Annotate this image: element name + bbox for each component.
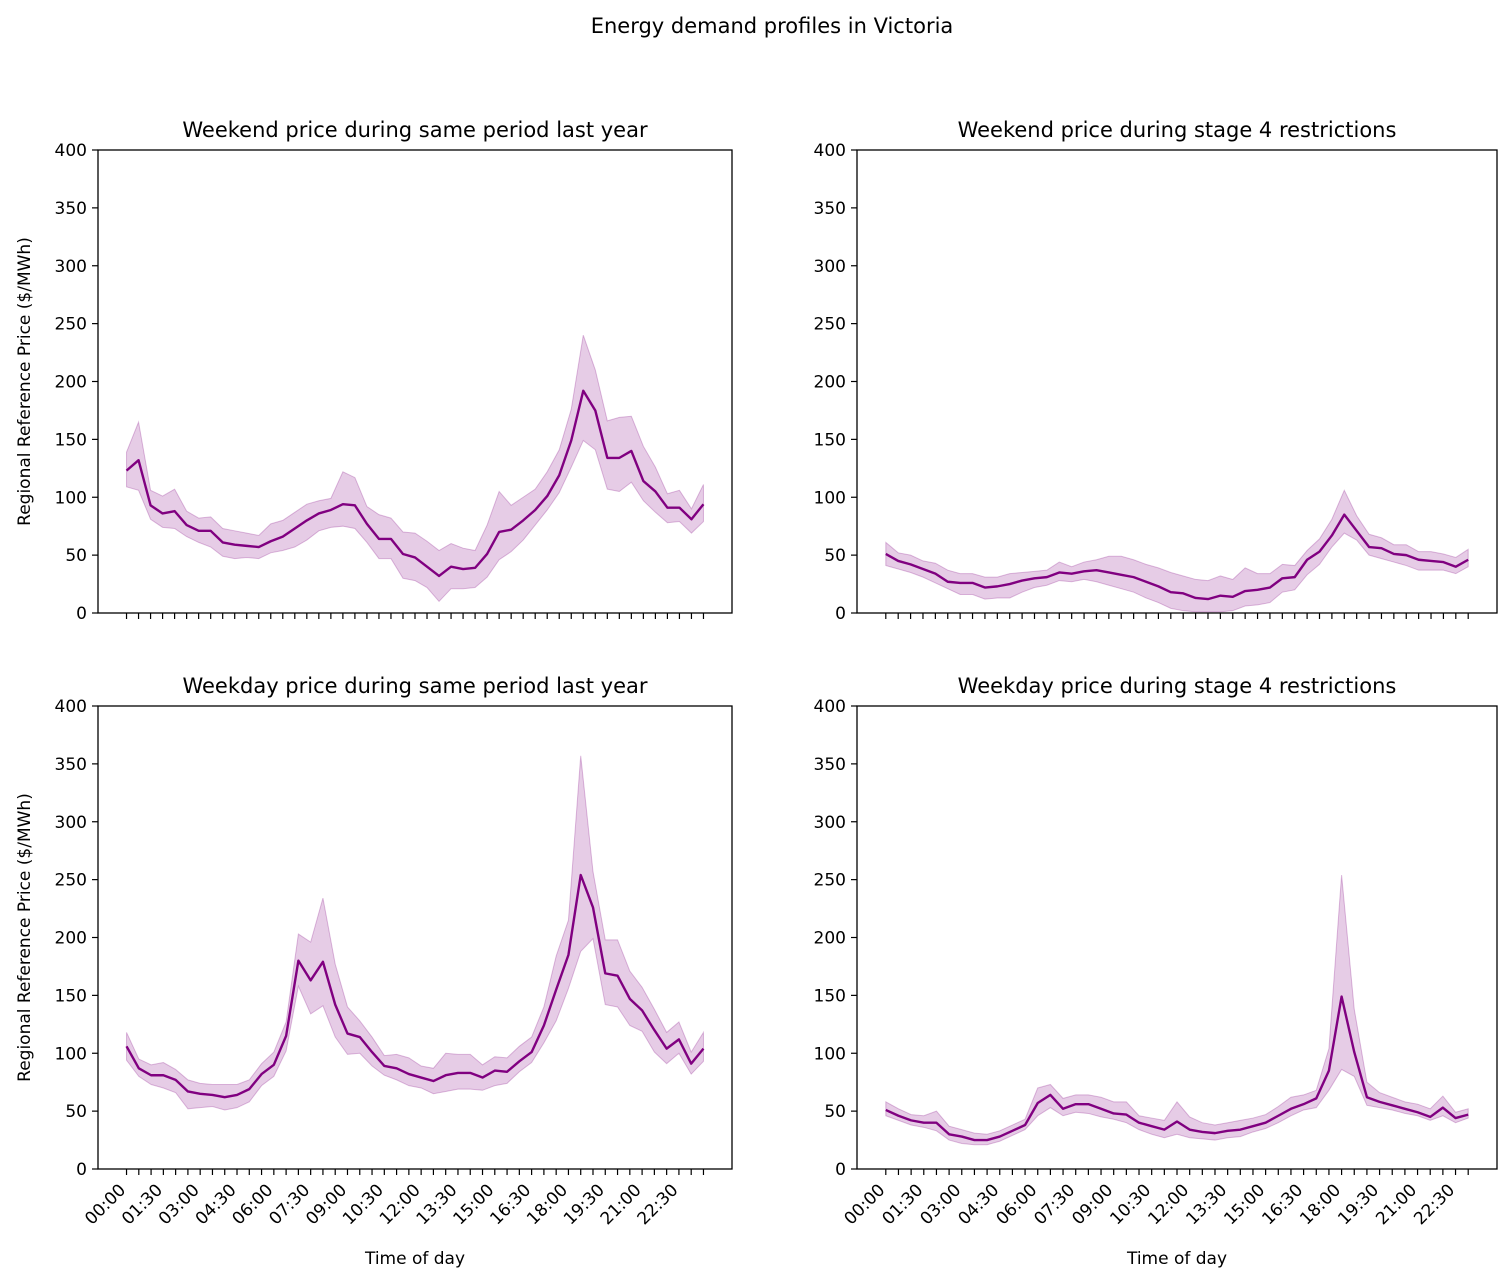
y-tick-label: 50 xyxy=(65,546,87,566)
y-tick-label: 50 xyxy=(65,1102,87,1122)
x-tick-label: 22:30 xyxy=(1410,1180,1459,1229)
y-tick-label: 250 xyxy=(55,871,87,891)
x-tick-label: 15:00 xyxy=(1220,1180,1269,1229)
y-tick-label: 350 xyxy=(814,199,846,219)
x-tick-label: 00:00 xyxy=(841,1180,890,1229)
chart-panel: 05010015020025030035040000:0001:3003:000… xyxy=(15,674,733,1269)
y-tick-label: 300 xyxy=(55,257,87,277)
panel-title: Weekend price during stage 4 restriction… xyxy=(958,118,1397,142)
y-tick-label: 100 xyxy=(55,488,87,508)
y-axis-label: Regional Reference Price ($/MWh) xyxy=(15,793,35,1082)
y-tick-label: 400 xyxy=(814,141,846,161)
x-tick-label: 07:30 xyxy=(1030,1180,1079,1229)
y-tick-label: 150 xyxy=(55,430,87,450)
confidence-band xyxy=(885,874,1469,1146)
y-tick-label: 100 xyxy=(55,1044,87,1064)
confidence-band xyxy=(885,489,1469,613)
x-tick-label: 22:30 xyxy=(634,1180,683,1229)
x-tick-label: 13:30 xyxy=(1182,1180,1231,1229)
x-tick-label: 10:30 xyxy=(339,1180,388,1229)
x-tick-label: 18:00 xyxy=(523,1180,572,1229)
y-tick-label: 0 xyxy=(835,1160,846,1180)
y-tick-label: 300 xyxy=(55,813,87,833)
y-tick-label: 0 xyxy=(76,1160,87,1180)
x-tick-label: 12:00 xyxy=(376,1180,425,1229)
x-tick-label: 16:30 xyxy=(1258,1180,1307,1229)
axes-frame xyxy=(856,149,1498,614)
y-tick-label: 400 xyxy=(814,697,846,717)
x-tick-label: 21:00 xyxy=(597,1180,646,1229)
figure-title: Energy demand profiles in Victoria xyxy=(591,14,954,38)
y-tick-label: 350 xyxy=(55,199,87,219)
x-tick-label: 12:00 xyxy=(1144,1180,1193,1229)
x-tick-label: 18:00 xyxy=(1296,1180,1345,1229)
panel-title: Weekday price during stage 4 restriction… xyxy=(958,674,1397,698)
y-tick-label: 50 xyxy=(824,1102,846,1122)
x-tick-label: 00:00 xyxy=(81,1180,130,1229)
x-tick-label: 04:30 xyxy=(192,1180,241,1229)
confidence-band xyxy=(126,755,704,1111)
chart-panel: 0 50 100 150 200 250 300 350 400 Weekend price du… xyxy=(814,118,1498,624)
x-tick-label: 03:00 xyxy=(155,1180,204,1229)
y-tick-label: 400 xyxy=(55,697,87,717)
x-tick-label: 19:30 xyxy=(1334,1180,1383,1229)
y-tick-label: 300 xyxy=(814,813,846,833)
x-tick-label: 06:00 xyxy=(992,1180,1041,1229)
x-tick-label: 15:00 xyxy=(450,1180,499,1229)
x-axis-label: Time of day xyxy=(1126,1249,1227,1269)
x-tick-label: 19:30 xyxy=(560,1180,609,1229)
panel-title: Weekday price during same period last ye… xyxy=(182,674,647,698)
x-tick-label: 10:30 xyxy=(1106,1180,1155,1229)
x-tick-label: 21:00 xyxy=(1372,1180,1421,1229)
mean-line xyxy=(125,873,705,1099)
y-tick-label: 100 xyxy=(814,1044,846,1064)
y-tick-label: 350 xyxy=(814,755,846,775)
x-tick-label: 06:00 xyxy=(229,1180,278,1229)
axes-frame xyxy=(856,705,1498,1170)
confidence-band xyxy=(126,335,704,603)
x-tick-label: 09:00 xyxy=(302,1180,351,1229)
y-tick-label: 200 xyxy=(55,929,87,949)
chart-panel: 05010015020025030035040000:0001:3003:000… xyxy=(814,674,1498,1269)
x-tick-label: 01:30 xyxy=(118,1180,167,1229)
y-tick-label: 250 xyxy=(814,871,846,891)
x-axis-label: Time of day xyxy=(364,1249,465,1269)
y-tick-label: 100 xyxy=(814,488,846,508)
x-tick-label: 03:00 xyxy=(917,1180,966,1229)
mean-line xyxy=(885,995,1469,1142)
y-axis-label: Regional Reference Price ($/MWh) xyxy=(15,237,35,526)
y-tick-label: 250 xyxy=(814,315,846,335)
y-tick-label: 250 xyxy=(55,315,87,335)
y-tick-label: 400 xyxy=(55,141,87,161)
y-tick-label: 150 xyxy=(814,430,846,450)
x-tick-label: 07:30 xyxy=(265,1180,314,1229)
y-tick-label: 300 xyxy=(814,257,846,277)
y-tick-label: 50 xyxy=(824,546,846,566)
y-tick-label: 350 xyxy=(55,755,87,775)
x-tick-label: 09:00 xyxy=(1068,1180,1117,1229)
y-tick-label: 150 xyxy=(814,986,846,1006)
y-tick-label: 200 xyxy=(814,373,846,393)
y-tick-label: 150 xyxy=(55,986,87,1006)
y-tick-label: 0 xyxy=(835,604,846,624)
x-tick-label: 13:30 xyxy=(413,1180,462,1229)
panel-title: Weekend price during same period last ye… xyxy=(182,118,648,142)
y-tick-label: 200 xyxy=(55,373,87,393)
x-tick-label: 01:30 xyxy=(879,1180,928,1229)
y-tick-label: 0 xyxy=(76,604,87,624)
x-tick-label: 04:30 xyxy=(954,1180,1003,1229)
mean-line xyxy=(885,513,1469,601)
y-tick-label: 200 xyxy=(814,929,846,949)
x-tick-label: 16:30 xyxy=(486,1180,535,1229)
chart-panel: 0 50 100 150 200 250 300 350 400 Weekend price du… xyxy=(15,118,733,624)
mean-line xyxy=(125,389,705,578)
